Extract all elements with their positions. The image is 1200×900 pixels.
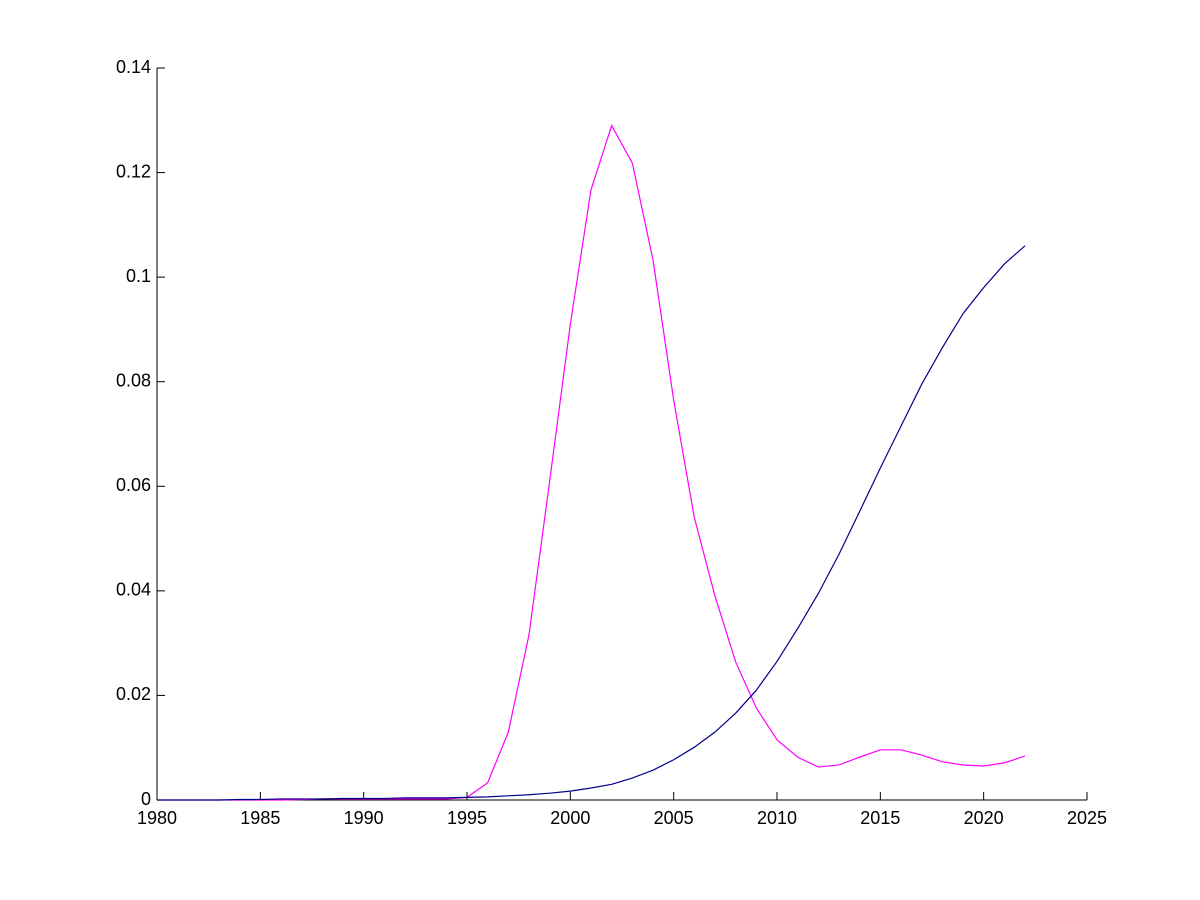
x-tick-label: 1980 [137, 808, 177, 828]
x-tick-label: 2000 [550, 808, 590, 828]
y-tick-label: 0.04 [116, 580, 151, 600]
data-line [157, 245, 1026, 801]
y-tick-label: 0.02 [116, 684, 151, 704]
x-tick-label: 2010 [757, 808, 797, 828]
y-tick-label: 0.06 [116, 475, 151, 495]
y-tick-label: 0.1 [126, 266, 151, 286]
x-tick-label: 2005 [654, 808, 694, 828]
y-tick-label: 0.14 [116, 57, 151, 77]
y-tick-label: 0.08 [116, 370, 151, 390]
data-line [157, 124, 1026, 801]
y-tick-label: 0 [141, 789, 151, 809]
x-tick-label: 1985 [240, 808, 280, 828]
x-tick-label: 2020 [964, 808, 1004, 828]
y-tick-label: 0.12 [116, 161, 151, 181]
x-tick-label: 1995 [447, 808, 487, 828]
x-tick-label: 1990 [344, 808, 384, 828]
x-tick-label: 2015 [860, 808, 900, 828]
x-tick-label: 2025 [1067, 808, 1107, 828]
